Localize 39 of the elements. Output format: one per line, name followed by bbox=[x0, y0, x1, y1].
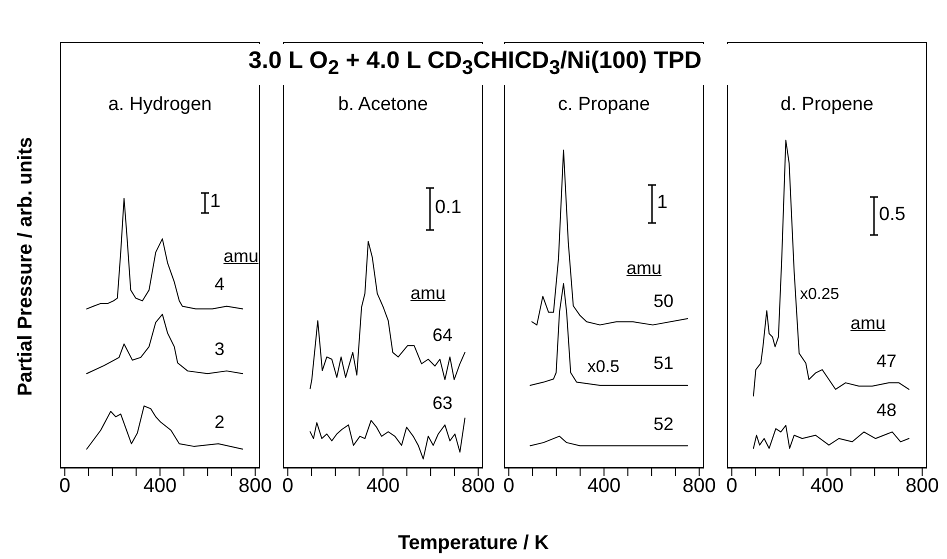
x-tick-label: 800 bbox=[906, 475, 939, 498]
text: 3.0 L O$_{2}$ + 4.0 L CD$_{3}$CHICD$_{3}$/Ni(100) TPD bbox=[248, 47, 702, 79]
annotation: x0.25 bbox=[800, 286, 840, 303]
annotation: amu bbox=[626, 258, 662, 278]
series-label: 52 bbox=[654, 414, 674, 434]
series-label: 4 bbox=[214, 274, 225, 294]
x-tick-label: 400 bbox=[810, 475, 844, 498]
series-label: 3 bbox=[214, 338, 225, 359]
x-tick-label: 800 bbox=[238, 475, 272, 498]
y-axis-title: Partial Pressure / arb. units bbox=[14, 137, 36, 396]
chart-title: d. Propene bbox=[780, 94, 874, 115]
x-tick-label: 800 bbox=[462, 475, 495, 498]
annotation: x0.5 bbox=[587, 357, 620, 376]
x-tick-label: 0 bbox=[282, 475, 294, 498]
series-label: 64 bbox=[432, 324, 453, 345]
x-axis-title: Temperature / K bbox=[398, 532, 549, 554]
series-label: 63 bbox=[432, 392, 453, 413]
x-tick-label: 400 bbox=[587, 475, 621, 498]
x-tick-label: 800 bbox=[682, 475, 716, 498]
annotation: 1 bbox=[657, 192, 668, 213]
annotation: 1 bbox=[210, 191, 221, 212]
x-tick-label: 0 bbox=[726, 475, 738, 498]
annotation: amu bbox=[410, 283, 446, 303]
x-tick-label: 0 bbox=[59, 475, 70, 498]
series-label: 48 bbox=[876, 400, 897, 420]
x-tick-label: 400 bbox=[143, 475, 177, 498]
annotation: amu bbox=[223, 246, 258, 266]
series-label: 2 bbox=[214, 412, 225, 432]
x-tick-label: 0 bbox=[503, 475, 514, 498]
series-label: 51 bbox=[654, 353, 674, 374]
annotation: 0.5 bbox=[879, 204, 906, 225]
chart-title: a. Hydrogen bbox=[108, 94, 212, 115]
x-tick-label: 400 bbox=[366, 475, 400, 498]
series-label: 47 bbox=[876, 350, 897, 371]
series-label: 50 bbox=[654, 290, 674, 311]
text: 0.1 bbox=[435, 197, 462, 218]
chart-title: b. Acetone bbox=[338, 94, 428, 115]
chart-title: c. Propane bbox=[558, 94, 650, 115]
annotation: amu bbox=[850, 313, 886, 333]
